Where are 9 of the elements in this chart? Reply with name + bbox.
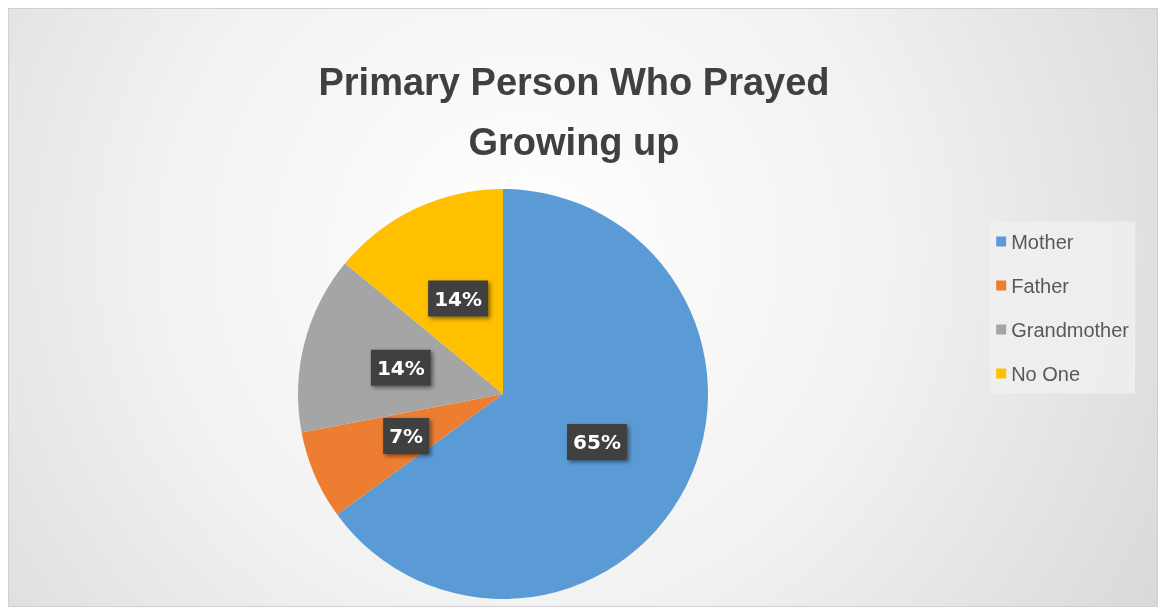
data-label: 14% xyxy=(376,355,425,380)
legend-label: Mother xyxy=(1011,230,1074,253)
legend-label: No One xyxy=(1011,362,1081,385)
legend-label: Grandmother xyxy=(1011,318,1130,341)
legend-label: Father xyxy=(1011,274,1070,297)
chart-title: Primary Person Who Prayed Growing up xyxy=(318,61,830,163)
data-label: 14% xyxy=(434,286,483,311)
data-label: 7% xyxy=(389,423,424,448)
data-label: 65% xyxy=(573,429,621,454)
